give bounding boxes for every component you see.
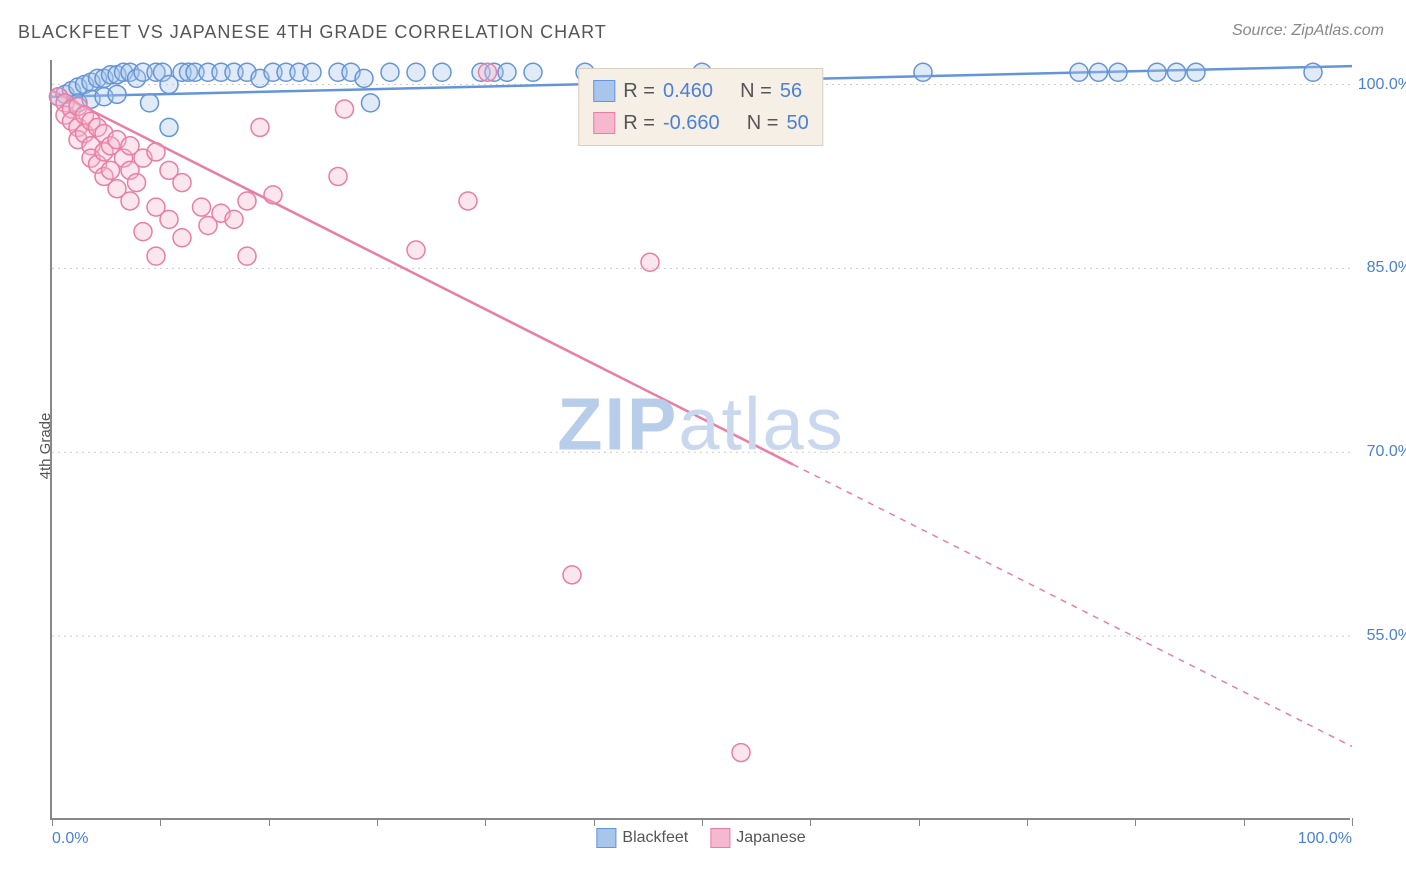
plot-svg xyxy=(52,60,1350,818)
y-tick-label: 55.0% xyxy=(1367,627,1406,645)
chart-title: BLACKFEET VS JAPANESE 4TH GRADE CORRELAT… xyxy=(18,22,607,43)
y-tick-label: 100.0% xyxy=(1358,76,1406,94)
stats-n-label: N = xyxy=(747,107,779,139)
legend-swatch-0 xyxy=(596,828,616,848)
legend-bottom: Blackfeet Japanese xyxy=(596,828,805,848)
x-tick xyxy=(160,818,161,826)
stats-row-0: R = 0.460 N = 56 xyxy=(593,75,808,107)
x-tick xyxy=(1244,818,1245,826)
stats-r-value-0: 0.460 xyxy=(663,75,713,107)
x-tick-label: 0.0% xyxy=(52,830,88,848)
x-tick xyxy=(810,818,811,826)
x-tick xyxy=(594,818,595,826)
x-tick xyxy=(1352,818,1353,826)
stats-box: R = 0.460 N = 56 R = -0.660 N = 50 xyxy=(578,68,823,146)
x-tick xyxy=(52,818,53,826)
stats-r-label: R = xyxy=(623,75,655,107)
source-attribution: Source: ZipAtlas.com xyxy=(1232,22,1384,40)
stats-row-1: R = -0.660 N = 50 xyxy=(593,107,808,139)
legend-label-0: Blackfeet xyxy=(622,829,688,846)
x-tick xyxy=(1027,818,1028,826)
stats-r-label: R = xyxy=(623,107,655,139)
legend-label-1: Japanese xyxy=(736,829,805,846)
plot-area: ZIPatlas R = 0.460 N = 56 R = -0.660 N =… xyxy=(50,60,1350,820)
x-tick xyxy=(485,818,486,826)
stats-n-label: N = xyxy=(740,75,772,107)
x-tick-label: 100.0% xyxy=(1298,830,1352,848)
stats-n-value-1: 50 xyxy=(786,107,808,139)
legend-item-1: Japanese xyxy=(710,828,805,848)
stats-swatch-1 xyxy=(593,112,615,134)
x-tick xyxy=(1135,818,1136,826)
legend-item-0: Blackfeet xyxy=(596,828,688,848)
stats-n-value-0: 56 xyxy=(780,75,802,107)
stats-r-value-1: -0.660 xyxy=(663,107,720,139)
x-tick xyxy=(919,818,920,826)
legend-swatch-1 xyxy=(710,828,730,848)
y-tick-label: 70.0% xyxy=(1367,443,1406,461)
x-tick xyxy=(269,818,270,826)
x-tick xyxy=(377,818,378,826)
stats-swatch-0 xyxy=(593,80,615,102)
y-tick-label: 85.0% xyxy=(1367,259,1406,277)
x-tick xyxy=(702,818,703,826)
